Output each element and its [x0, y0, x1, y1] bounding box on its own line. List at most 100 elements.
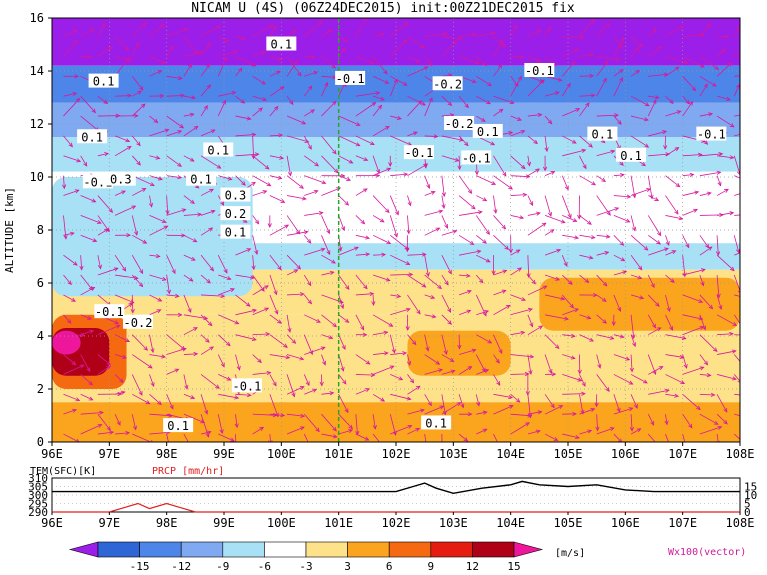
wind-vector-head	[326, 229, 331, 235]
wind-vector-head	[174, 368, 180, 373]
wind-vector-head	[601, 177, 607, 182]
wind-vector	[200, 431, 211, 435]
wind-vector-head	[443, 31, 448, 37]
wind-vector-head	[664, 388, 670, 393]
wind-vector-head	[729, 123, 735, 128]
wind-vector	[699, 314, 706, 330]
wind-vector	[355, 354, 371, 365]
wind-vector-head	[392, 431, 397, 436]
wind-vector	[682, 354, 688, 369]
wind-vector	[579, 135, 593, 148]
wind-vector	[269, 155, 284, 159]
wind-vector	[562, 308, 579, 316]
wind-vector	[630, 215, 636, 231]
wind-vector-head	[412, 131, 418, 136]
wind-vector	[441, 36, 462, 40]
wind-vector-head	[246, 248, 252, 253]
wind-vector-head	[291, 339, 297, 344]
wind-vector	[458, 155, 461, 170]
wind-vector-head	[699, 366, 705, 371]
wind-vector-head	[635, 70, 641, 75]
wind-vector	[321, 56, 336, 69]
wind-vector-head	[604, 60, 609, 66]
wind-vector	[338, 115, 360, 126]
wind-vector-head	[274, 309, 279, 315]
wind-vector-head	[89, 29, 95, 33]
wind-vector	[269, 434, 271, 442]
colorbar-unit: [m/s]	[555, 548, 585, 559]
wind-vector	[665, 274, 675, 283]
wind-vector-head	[602, 281, 608, 287]
wind-vector	[269, 86, 285, 97]
wind-vector	[252, 95, 267, 101]
wind-vector-head	[519, 54, 525, 59]
contour-label: -0.2	[445, 117, 474, 131]
wind-vector-head	[467, 412, 473, 417]
wind-vector	[269, 294, 279, 315]
wind-vector	[716, 413, 728, 425]
wind-vector	[734, 294, 740, 297]
wind-vector-head	[169, 404, 174, 410]
wind-vector	[613, 37, 625, 57]
lower-x-tick-label: 106E	[611, 516, 640, 530]
wind-vector-head	[393, 232, 398, 238]
wind-vector-head	[388, 322, 394, 327]
wind-vector	[562, 433, 580, 439]
wind-vector-head	[474, 60, 480, 65]
wind-vector	[235, 175, 246, 186]
wind-vector-head	[484, 369, 490, 374]
wind-vector	[424, 56, 432, 66]
wind-vector	[682, 433, 686, 442]
wind-vector	[321, 235, 331, 255]
wind-vector-head	[159, 23, 165, 29]
wind-vector-head	[187, 63, 193, 69]
wind-vector-head	[442, 410, 447, 416]
wind-vector-head	[553, 437, 559, 441]
wind-vector	[596, 60, 609, 77]
wind-vector	[200, 394, 208, 414]
wind-vector-head	[209, 188, 214, 193]
wind-vector	[338, 274, 350, 290]
wind-vector-head	[72, 408, 77, 413]
wind-vector-head	[557, 77, 563, 82]
wind-vector-head	[88, 285, 94, 291]
wind-vector-head	[482, 239, 487, 244]
shade-band	[52, 65, 740, 103]
wind-vector-head	[485, 258, 491, 263]
wind-vector	[372, 393, 385, 402]
wind-vector-head	[362, 188, 368, 193]
wind-vector	[338, 394, 349, 413]
wind-vector-head	[252, 308, 257, 313]
wind-vector-head	[588, 255, 594, 260]
wind-vector-head	[331, 259, 336, 264]
wind-vector	[579, 94, 595, 97]
wind-vector-head	[425, 346, 430, 352]
wind-vector-head	[526, 273, 531, 279]
wind-vector	[372, 33, 384, 37]
wind-vector	[269, 175, 282, 179]
wind-vector-head	[125, 138, 131, 143]
colorbar-swatch	[97, 541, 140, 558]
wind-vector	[286, 175, 304, 189]
wind-vector-head	[430, 190, 436, 195]
wind-vector-head	[150, 382, 155, 388]
colorbar-label: 3	[344, 560, 351, 573]
wind-vector	[527, 285, 547, 296]
wind-vector	[149, 254, 160, 257]
wind-vector-head	[193, 50, 199, 55]
wind-vector	[321, 354, 326, 365]
wind-vector-head	[498, 349, 503, 355]
wind-vector-head	[644, 102, 650, 107]
wind-vector	[459, 33, 477, 37]
wind-vector	[699, 56, 719, 70]
wind-vector-head	[278, 133, 284, 138]
wind-vector-head	[226, 376, 232, 381]
wind-vector-head	[223, 268, 228, 274]
wind-vector-head	[723, 407, 728, 413]
wind-vector	[114, 57, 129, 77]
wind-vector-head	[433, 134, 439, 139]
wind-vector-head	[277, 319, 282, 324]
wind-vector-head	[481, 367, 486, 373]
wind-vector	[734, 133, 740, 137]
wind-vector-head	[548, 369, 553, 374]
